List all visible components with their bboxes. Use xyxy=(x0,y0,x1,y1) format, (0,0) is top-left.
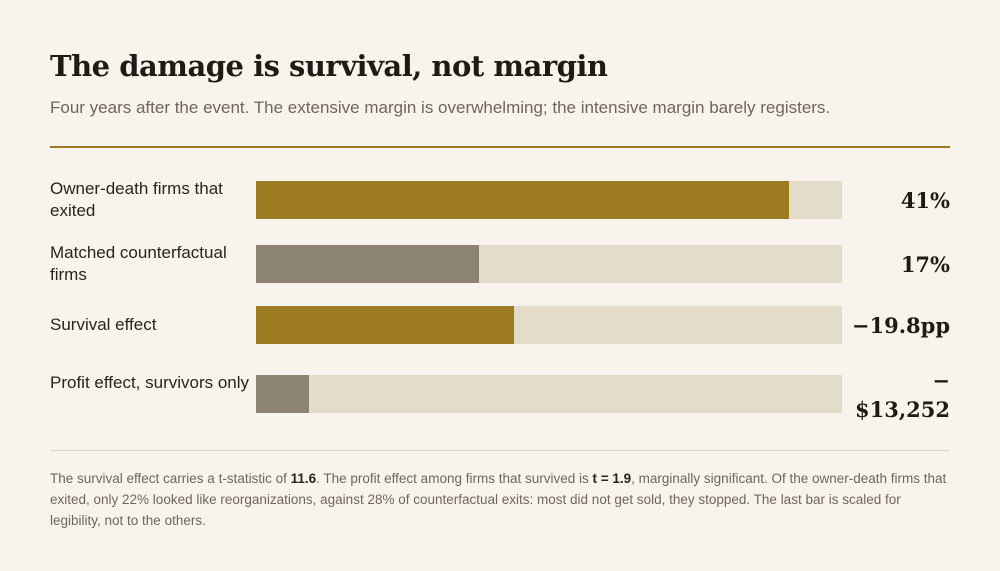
bar-label: Profit effect, survivors only xyxy=(50,373,250,392)
footnote: The survival effect carries a t-statisti… xyxy=(50,468,950,531)
bottom-divider xyxy=(50,450,950,451)
bar-track xyxy=(256,306,842,344)
bar-label: Matched counterfactual firms xyxy=(50,243,227,284)
chart-title: The damage is survival, not margin xyxy=(50,49,608,83)
bar xyxy=(256,245,479,283)
bar-value-label: −19.8pp xyxy=(851,313,950,338)
bar-value-label: 41% xyxy=(900,188,950,213)
bar-label: Survival effect xyxy=(50,315,157,334)
footnote-text: The survival effect carries a t-statisti… xyxy=(50,471,291,486)
footnote-text: . The profit effect among firms that sur… xyxy=(316,471,593,486)
top-divider xyxy=(50,146,950,148)
bar xyxy=(256,181,789,219)
bar-track xyxy=(256,245,842,283)
bar-value-label: −$13,252 xyxy=(855,368,950,422)
bar-track xyxy=(256,375,842,413)
bar-label: Owner-death firms that exited xyxy=(50,179,223,220)
bar xyxy=(256,306,514,344)
bar-value-label: 17% xyxy=(900,252,950,277)
bar xyxy=(256,375,309,413)
chart-subtitle: Four years after the event. The extensiv… xyxy=(50,98,831,117)
footnote-t-stat-profit: t = 1.9 xyxy=(592,471,632,486)
footnote-t-stat-survival: 11.6 xyxy=(290,471,317,486)
footnote-text: , marginally significant. Of the owner-d… xyxy=(50,471,947,528)
bar-track xyxy=(256,181,842,219)
